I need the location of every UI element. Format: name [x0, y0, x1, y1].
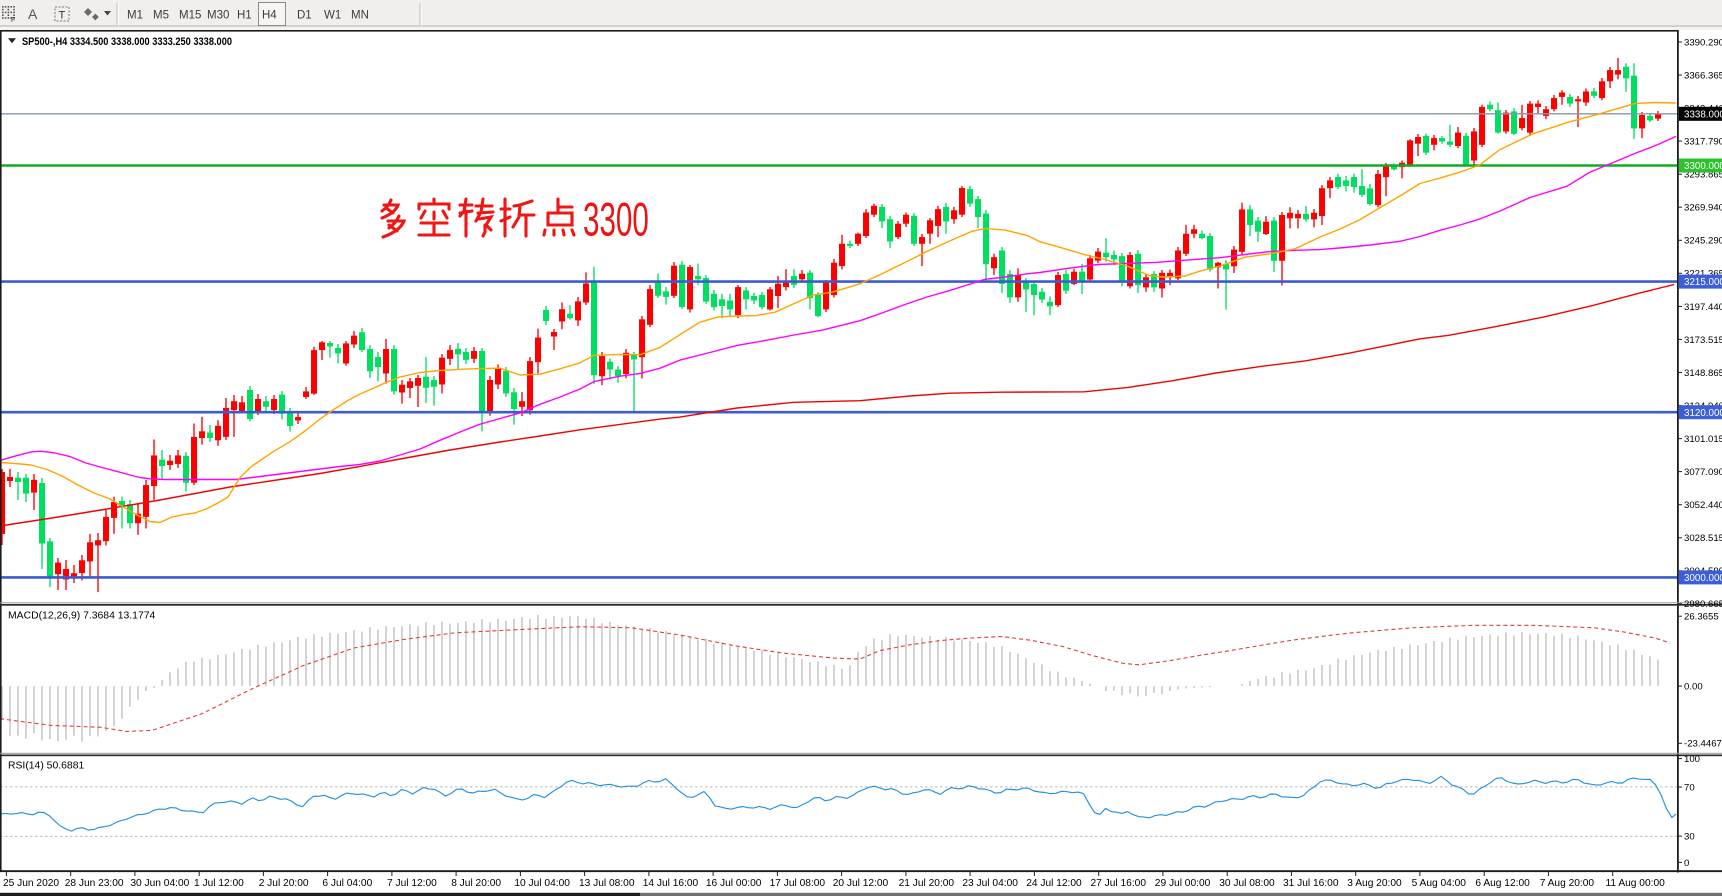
svg-text:3148.865: 3148.865: [1684, 368, 1722, 379]
svg-text:F: F: [11, 17, 15, 24]
svg-text:W1: W1: [324, 10, 341, 22]
svg-text:3269.940: 3269.940: [1684, 203, 1722, 214]
svg-text:M15: M15: [179, 10, 201, 22]
svg-text:23 Jul 04:00: 23 Jul 04:00: [962, 878, 1018, 889]
svg-text:3052.440: 3052.440: [1684, 500, 1722, 511]
svg-text:25 Jun 2020: 25 Jun 2020: [3, 878, 59, 889]
svg-text:3028.515: 3028.515: [1684, 533, 1722, 544]
svg-text:M1: M1: [127, 10, 143, 22]
svg-text:6 Jul 04:00: 6 Jul 04:00: [322, 878, 372, 889]
svg-text:MACD(12,26,9) 7.3684 13.1774: MACD(12,26,9) 7.3684 13.1774: [8, 611, 156, 622]
svg-text:3077.090: 3077.090: [1684, 467, 1722, 478]
svg-text:H1: H1: [237, 10, 252, 22]
svg-text:70: 70: [1684, 782, 1695, 793]
svg-text:13 Jul 08:00: 13 Jul 08:00: [579, 878, 635, 889]
svg-text:3338.000: 3338.000: [1684, 109, 1722, 120]
svg-text:1 Jul 12:00: 1 Jul 12:00: [194, 878, 244, 889]
svg-text:-23.4467: -23.4467: [1684, 739, 1722, 750]
svg-text:3197.440: 3197.440: [1684, 302, 1722, 313]
svg-text:3215.000: 3215.000: [1684, 277, 1722, 288]
svg-text:6 Aug 12:00: 6 Aug 12:00: [1475, 878, 1530, 889]
svg-text:3000.000: 3000.000: [1684, 573, 1722, 584]
svg-text:16 Jul 00:00: 16 Jul 00:00: [706, 878, 762, 889]
svg-text:2 Jul 20:00: 2 Jul 20:00: [259, 878, 309, 889]
svg-text:MN: MN: [351, 10, 369, 22]
svg-text:30 Jul 08:00: 30 Jul 08:00: [1219, 878, 1275, 889]
svg-text:5 Aug 04:00: 5 Aug 04:00: [1412, 878, 1467, 889]
svg-text:RSI(14) 50.6881: RSI(14) 50.6881: [8, 761, 84, 772]
svg-text:0.00: 0.00: [1684, 682, 1703, 693]
svg-text:27 Jul 16:00: 27 Jul 16:00: [1091, 878, 1147, 889]
svg-text:10 Jul 04:00: 10 Jul 04:00: [514, 878, 570, 889]
svg-text:30: 30: [1684, 832, 1695, 843]
svg-text:3300.000: 3300.000: [1684, 161, 1722, 172]
svg-text:17 Jul 08:00: 17 Jul 08:00: [770, 878, 826, 889]
svg-text:7 Jul 12:00: 7 Jul 12:00: [387, 878, 437, 889]
svg-text:3293.865: 3293.865: [1684, 170, 1722, 181]
svg-text:3120.000: 3120.000: [1684, 408, 1722, 419]
svg-text:31 Jul 16:00: 31 Jul 16:00: [1283, 878, 1339, 889]
svg-text:28 Jun 23:00: 28 Jun 23:00: [65, 878, 124, 889]
svg-text:24 Jul 12:00: 24 Jul 12:00: [1026, 878, 1082, 889]
svg-text:29 Jul 00:00: 29 Jul 00:00: [1155, 878, 1211, 889]
svg-text:3101.015: 3101.015: [1684, 434, 1722, 445]
svg-text:T: T: [59, 10, 66, 22]
svg-text:14 Jul 16:00: 14 Jul 16:00: [643, 878, 699, 889]
svg-text:3317.790: 3317.790: [1684, 137, 1722, 148]
svg-text:7 Aug 20:00: 7 Aug 20:00: [1540, 878, 1595, 889]
svg-text:3300: 3300: [583, 194, 649, 247]
svg-text:3 Aug 20:00: 3 Aug 20:00: [1347, 878, 1402, 889]
svg-text:3245.290: 3245.290: [1684, 236, 1722, 247]
svg-text:26.3655: 26.3655: [1684, 612, 1719, 623]
svg-text:30 Jun 04:00: 30 Jun 04:00: [130, 878, 189, 889]
svg-text:0: 0: [1684, 858, 1689, 869]
svg-text:SP500-,H4 3334.500 3338.000 3: SP500-,H4 3334.500 3338.000 3333.250 333…: [22, 36, 232, 48]
svg-text:3221.365: 3221.365: [1684, 269, 1722, 280]
svg-text:D1: D1: [297, 10, 312, 22]
svg-text:M30: M30: [207, 10, 229, 22]
svg-text:3366.365: 3366.365: [1684, 71, 1722, 82]
svg-text:2980.665: 2980.665: [1684, 599, 1722, 610]
svg-text:20 Jul 12:00: 20 Jul 12:00: [833, 878, 889, 889]
svg-text:100: 100: [1684, 754, 1700, 765]
svg-text:21 Jul 20:00: 21 Jul 20:00: [899, 878, 955, 889]
svg-text:11 Aug 00:00: 11 Aug 00:00: [1606, 878, 1666, 889]
svg-text:H4: H4: [262, 10, 277, 22]
svg-text:8 Jul 20:00: 8 Jul 20:00: [451, 878, 501, 889]
svg-text:3173.515: 3173.515: [1684, 335, 1722, 346]
svg-text:3390.290: 3390.290: [1684, 37, 1722, 48]
svg-text:A: A: [28, 6, 38, 22]
svg-text:M5: M5: [153, 10, 169, 22]
